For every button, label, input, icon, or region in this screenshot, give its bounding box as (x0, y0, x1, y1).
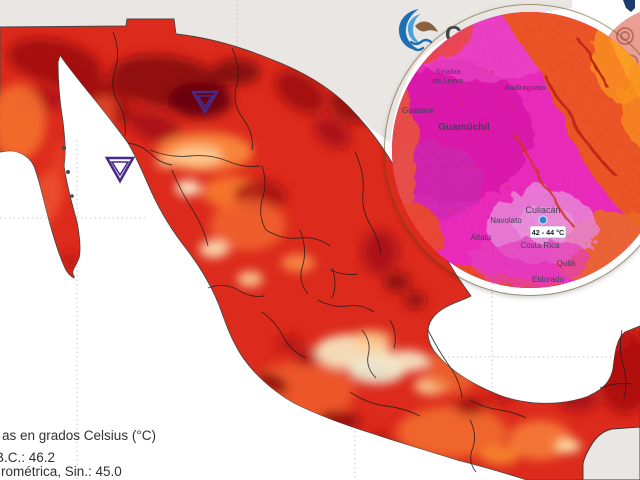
emblem-fragment (623, 0, 635, 12)
extreme-heat-markers (104, 90, 220, 184)
temperature-badge-text: 42 - 44 °C (532, 228, 564, 237)
legend-units-line: as en grados Celsius (°C) (2, 428, 156, 443)
city-quila: Quilá (557, 259, 576, 268)
legend-record-sin: rométrica, Sin.: 45.0 (1, 464, 122, 479)
legend-record-bc: B.C.: 46.2 (0, 450, 56, 465)
city-navolato: Navolato (490, 216, 522, 225)
coastal-lagoon (551, 391, 591, 401)
city-costa-rica: Costa Rica (520, 241, 560, 250)
gulf-islands (61, 145, 74, 198)
city-sinaloa-de-leyva: Sinaloa (435, 67, 461, 76)
city-sinaloa-de-leyva-2: de Leyva (433, 76, 464, 85)
central-america-landmass (582, 426, 640, 480)
culiacan-marker-dot (538, 215, 548, 225)
city-guamuchil: Guamúchil (438, 122, 490, 133)
city-culiacan: Culiacán (525, 205, 560, 215)
inset-map: Sinaloa de Leyva Badiraguato Guasave Gua… (392, 12, 640, 288)
temperature-badge: 42 - 44 °C (529, 225, 567, 239)
city-eldorado: Eldorado (532, 275, 565, 284)
usa-landmass (0, 0, 572, 142)
state-borders (112, 31, 633, 473)
city-guasave: Guasave (402, 106, 435, 115)
city-badiraguato: Badiraguato (505, 83, 545, 92)
city-altata: Altata (471, 233, 492, 242)
inset-city-labels: Sinaloa de Leyva Badiraguato Guasave Gua… (402, 67, 576, 284)
conagua-water-icon (398, 9, 438, 52)
